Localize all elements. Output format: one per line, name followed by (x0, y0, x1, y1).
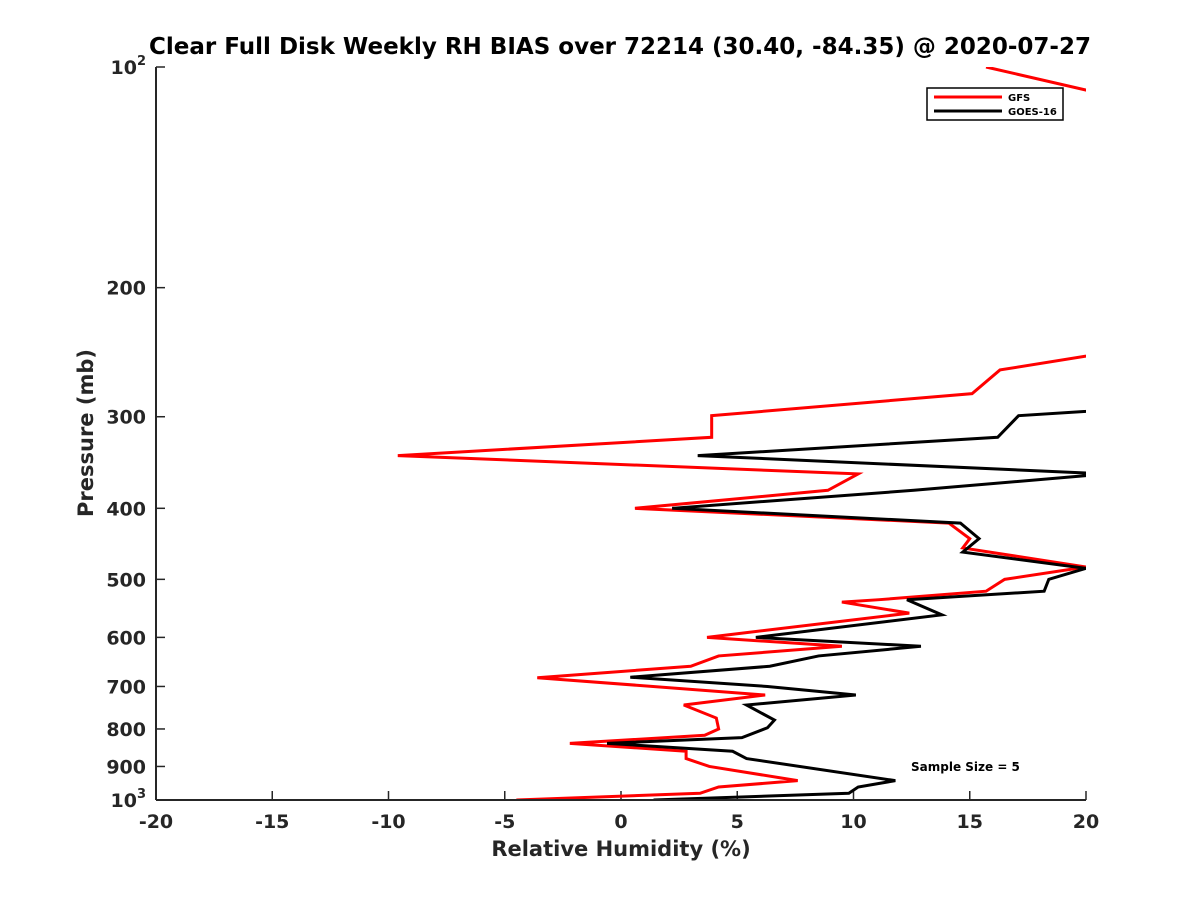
y-tick-label: 103 (111, 787, 147, 812)
legend-label-goes16: GOES-16 (1008, 107, 1057, 118)
x-tick-label: -15 (255, 811, 289, 833)
legend-label-gfs: GFS (1008, 93, 1030, 104)
y-axis-label: Pressure (mb) (74, 349, 98, 517)
legend-box (926, 87, 1064, 121)
y-tick-label: 500 (106, 569, 146, 591)
x-axis-label: Relative Humidity (%) (491, 837, 750, 861)
y-tick-label: 800 (106, 719, 146, 741)
x-tick-label: -10 (371, 811, 405, 833)
chart-title: Clear Full Disk Weekly RH BIAS over 7221… (149, 34, 1091, 60)
y-tick-label: 600 (106, 627, 146, 649)
x-tick-label: 5 (731, 811, 744, 833)
y-tick-exponent: 2 (137, 54, 146, 69)
y-tick-label: 700 (106, 676, 146, 698)
y-tick-base: 10 (111, 57, 137, 79)
sample-size-annotation: Sample Size = 5 (911, 760, 1020, 774)
y-tick-label: 102 (111, 54, 147, 79)
x-tick-label: -5 (494, 811, 515, 833)
x-tick-label: 10 (840, 811, 866, 833)
x-tick-label: 20 (1073, 811, 1099, 833)
y-tick-label: 200 (106, 278, 146, 300)
y-tick-label: 400 (106, 498, 146, 520)
x-tick-label: -20 (139, 811, 173, 833)
y-tick-exponent: 3 (137, 787, 146, 802)
y-tick-base: 10 (111, 790, 137, 812)
y-tick-label: 300 (106, 407, 146, 429)
y-tick-label: 900 (106, 756, 146, 778)
series-line-goes16 (606, 409, 1086, 800)
series-line-gfs (397, 67, 1086, 800)
x-tick-label: 0 (614, 811, 627, 833)
legend: GFS GOES-16 (926, 87, 1064, 121)
x-tick-label: 15 (957, 811, 983, 833)
